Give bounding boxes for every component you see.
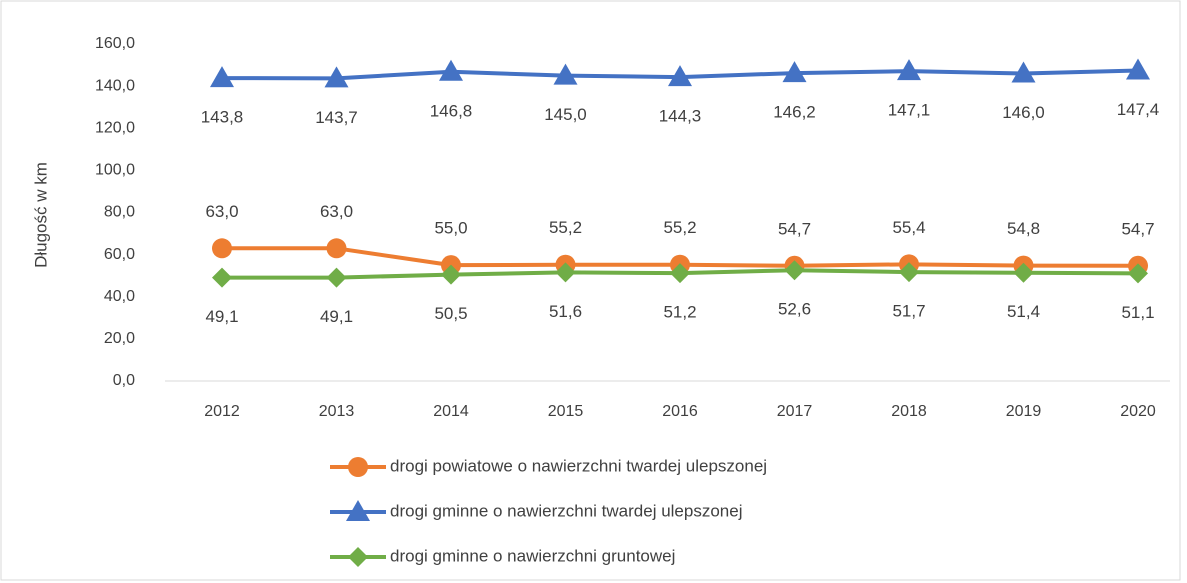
data-label: 52,6 [778,300,811,319]
marker [348,457,368,477]
y-tick-label: 100,0 [95,162,135,179]
x-tick-label: 2018 [891,403,927,420]
data-label: 146,8 [430,101,473,120]
x-tick-label: 2016 [662,403,698,420]
marker [782,61,807,83]
y-tick-label: 140,0 [95,77,135,94]
marker [670,263,690,284]
x-tick-label: 2017 [777,403,813,420]
data-label: 49,1 [320,307,353,326]
data-label: 55,2 [663,218,696,237]
data-label: 55,4 [892,218,925,237]
marker [346,500,370,521]
marker [212,267,232,288]
data-label: 51,1 [1121,303,1154,322]
marker [212,238,232,259]
legend-label: drogi gminne o nawierzchni gruntowej [390,546,675,565]
marker [326,238,347,259]
x-tick-label: 2020 [1120,403,1156,420]
x-tick-label: 2012 [204,403,240,420]
y-tick-label: 160,0 [95,35,135,52]
marker [1013,262,1034,283]
data-label: 49,1 [205,307,238,326]
marker [897,59,921,81]
data-label: 146,2 [773,103,816,122]
y-tick-label: 120,0 [95,119,135,136]
data-label: 51,4 [1007,302,1040,321]
data-label: 63,0 [205,202,238,221]
marker [784,260,805,281]
marker [439,59,463,81]
marker [441,264,461,285]
data-label: 54,8 [1007,219,1040,238]
y-tick-label: 0,0 [113,372,135,389]
data-label: 51,2 [663,303,696,322]
data-label: 54,7 [778,219,811,238]
x-tick-label: 2015 [548,403,584,420]
legend-label: drogi powiatowe o nawierzchni twardej ul… [390,456,767,475]
data-label: 51,7 [892,302,925,321]
x-tick-label: 2019 [1006,403,1042,420]
data-label: 147,1 [888,101,931,120]
y-tick-label: 40,0 [104,288,135,305]
marker [326,267,347,288]
data-label: 55,0 [434,219,467,238]
y-axis-title: Długość w km [31,162,50,268]
data-label: 54,7 [1121,219,1154,238]
x-tick-label: 2013 [319,403,355,420]
marker [1126,58,1150,80]
x-tick-label: 2014 [433,403,469,420]
marker [899,262,919,283]
legend-label: drogi gminne o nawierzchni twardej uleps… [390,501,742,520]
data-label: 145,0 [544,105,587,124]
y-tick-label: 80,0 [104,204,135,221]
marker [555,262,576,283]
data-label: 55,2 [549,218,582,237]
data-label: 147,4 [1117,100,1160,119]
data-label: 63,0 [320,202,353,221]
data-label: 51,6 [549,302,582,321]
data-label: 143,7 [315,108,358,127]
data-label: 50,5 [434,304,467,323]
marker [553,63,578,85]
marker [324,66,349,88]
data-label: 143,8 [201,108,244,127]
marker [210,66,234,88]
marker [668,65,692,87]
y-tick-label: 60,0 [104,246,135,263]
y-tick-label: 20,0 [104,330,135,347]
marker [348,547,368,567]
data-label: 144,3 [659,107,702,126]
data-label: 146,0 [1002,103,1045,122]
marker [1011,61,1036,83]
marker [1128,263,1148,284]
